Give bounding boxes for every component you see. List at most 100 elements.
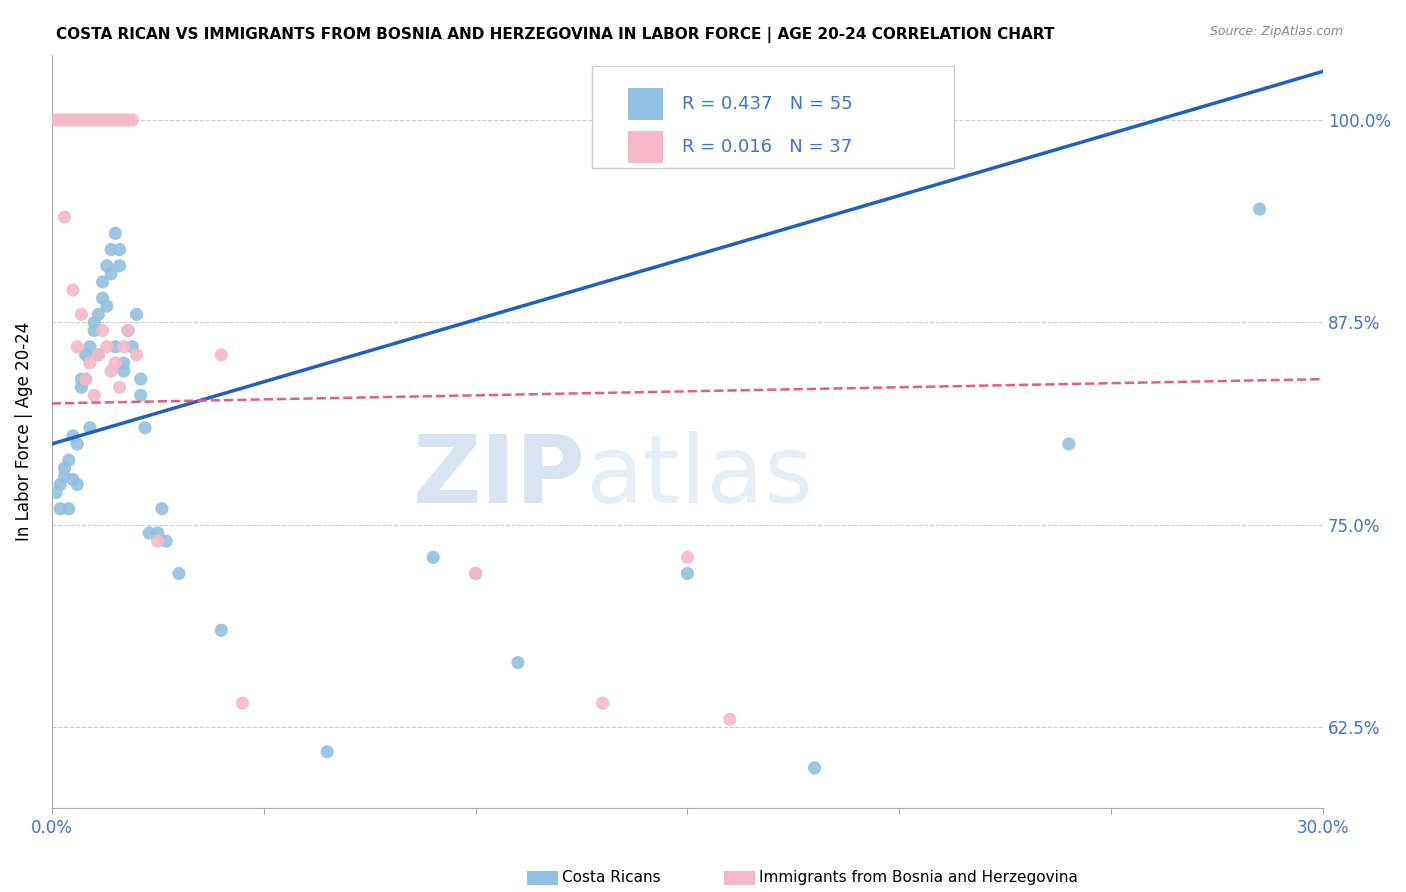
Point	[70, 380, 93, 394]
Point	[91, 291, 114, 305]
Point	[83, 315, 105, 329]
Text: ZIP: ZIP	[413, 431, 586, 523]
Point	[150, 501, 173, 516]
Point	[66, 477, 89, 491]
Text: atlas: atlas	[586, 431, 814, 523]
Point	[316, 745, 339, 759]
Point	[761, 874, 783, 888]
Point	[155, 534, 177, 549]
Point	[70, 112, 93, 127]
Point	[104, 112, 127, 127]
Point	[91, 275, 114, 289]
Point	[104, 356, 127, 370]
Point	[87, 348, 110, 362]
Text: COSTA RICAN VS IMMIGRANTS FROM BOSNIA AND HERZEGOVINA IN LABOR FORCE | AGE 20-24: COSTA RICAN VS IMMIGRANTS FROM BOSNIA AN…	[56, 27, 1054, 43]
Text: Immigrants from Bosnia and Herzegovina: Immigrants from Bosnia and Herzegovina	[759, 871, 1078, 885]
Point	[53, 469, 76, 483]
Point	[108, 259, 131, 273]
Point	[96, 299, 118, 313]
Point	[129, 388, 152, 402]
Point	[62, 473, 84, 487]
Point	[75, 372, 97, 386]
Point	[100, 243, 122, 257]
Point	[100, 112, 122, 127]
Point	[464, 566, 486, 581]
Text: R = 0.016   N = 37: R = 0.016 N = 37	[682, 138, 852, 156]
Point	[125, 307, 148, 321]
Point	[231, 696, 253, 710]
Point	[70, 307, 93, 321]
Point	[62, 283, 84, 297]
Point	[79, 112, 101, 127]
Point	[66, 112, 89, 127]
Point	[117, 324, 139, 338]
Point	[209, 624, 232, 638]
Point	[87, 112, 110, 127]
Point	[274, 874, 297, 888]
Point	[49, 501, 72, 516]
Point	[66, 437, 89, 451]
Point	[1249, 202, 1271, 216]
Point	[146, 526, 169, 541]
Point	[83, 324, 105, 338]
Point	[117, 112, 139, 127]
Point	[718, 712, 741, 726]
Point	[464, 566, 486, 581]
Bar	[627, 88, 664, 120]
Point	[112, 364, 135, 378]
Point	[91, 324, 114, 338]
Text: R = 0.437   N = 55: R = 0.437 N = 55	[682, 95, 853, 113]
Point	[75, 112, 97, 127]
Point	[45, 112, 67, 127]
Point	[108, 380, 131, 394]
Point	[108, 243, 131, 257]
Point	[104, 340, 127, 354]
Point	[121, 112, 143, 127]
Point	[79, 356, 101, 370]
FancyBboxPatch shape	[592, 66, 955, 168]
Point	[62, 112, 84, 127]
Point	[83, 112, 105, 127]
Point	[129, 372, 152, 386]
Point	[79, 340, 101, 354]
Point	[96, 259, 118, 273]
Point	[79, 421, 101, 435]
Point	[96, 112, 118, 127]
Point	[49, 477, 72, 491]
Point	[62, 429, 84, 443]
Text: Source: ZipAtlas.com: Source: ZipAtlas.com	[1209, 25, 1343, 38]
Point	[146, 534, 169, 549]
Point	[45, 485, 67, 500]
Point	[422, 550, 444, 565]
Point	[58, 501, 80, 516]
Point	[121, 340, 143, 354]
Point	[83, 388, 105, 402]
Point	[91, 112, 114, 127]
Point	[75, 348, 97, 362]
Point	[104, 227, 127, 241]
Point	[125, 348, 148, 362]
Text: Costa Ricans: Costa Ricans	[562, 871, 661, 885]
Point	[112, 112, 135, 127]
Point	[117, 324, 139, 338]
Point	[87, 307, 110, 321]
Point	[243, 874, 266, 888]
Point	[592, 696, 614, 710]
Point	[66, 340, 89, 354]
Point	[676, 566, 699, 581]
Point	[676, 550, 699, 565]
Point	[70, 372, 93, 386]
Point	[134, 421, 156, 435]
Point	[53, 112, 76, 127]
Point	[87, 348, 110, 362]
Y-axis label: In Labor Force | Age 20-24: In Labor Force | Age 20-24	[15, 322, 32, 541]
Point	[75, 372, 97, 386]
Point	[96, 340, 118, 354]
Point	[112, 356, 135, 370]
Point	[53, 210, 76, 224]
Point	[1057, 437, 1080, 451]
Point	[58, 112, 80, 127]
Point	[108, 112, 131, 127]
Point	[112, 340, 135, 354]
Point	[803, 761, 825, 775]
